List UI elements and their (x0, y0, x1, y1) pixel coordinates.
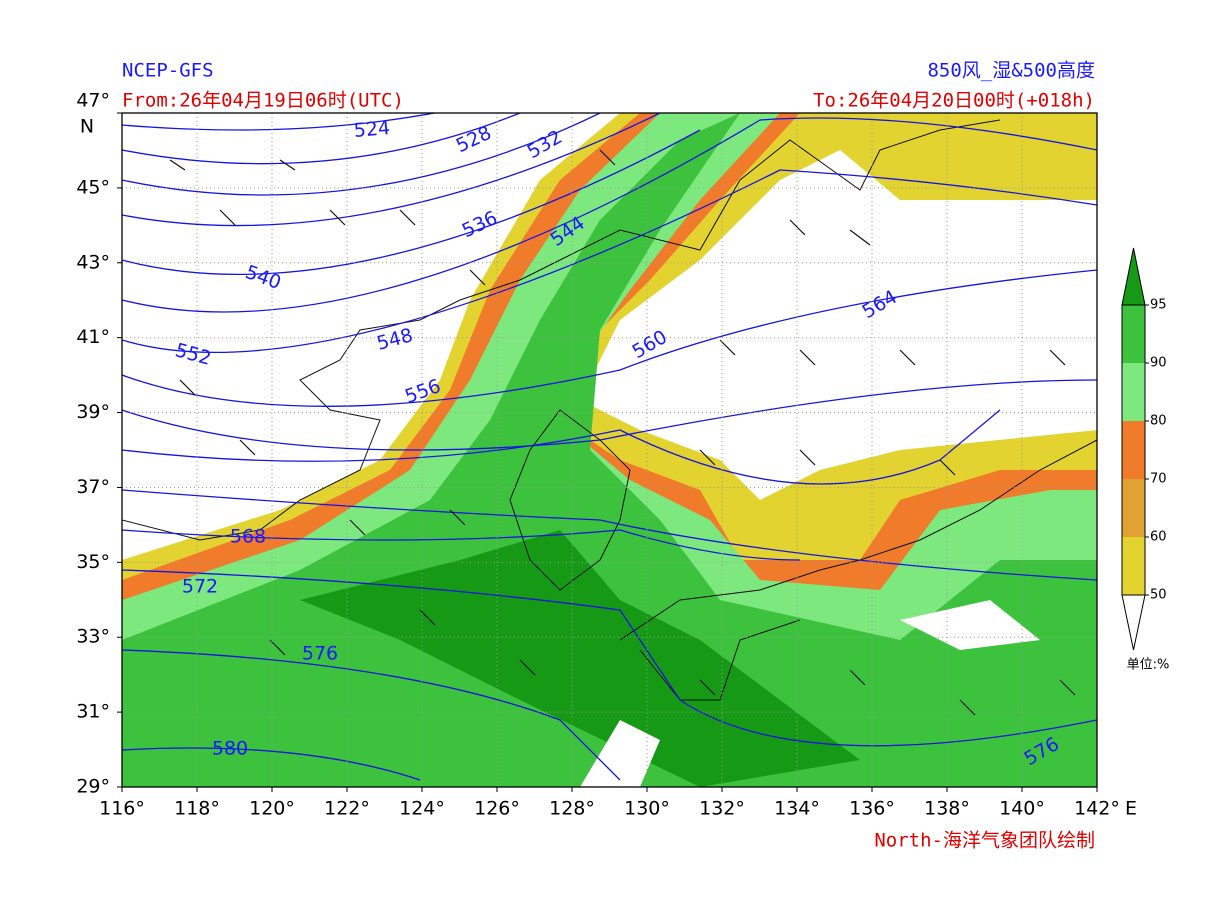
lon-unit: E (1125, 798, 1137, 820)
map-frame (121, 112, 1098, 788)
lon-tick-label: 130° (624, 798, 670, 820)
contour-label-group: 564 (859, 286, 901, 323)
source: NCEP-GFS (122, 60, 214, 82)
contour-label: 540 (242, 261, 284, 294)
to-time: To:26年04月20日00时(+018h) (813, 90, 1095, 112)
contour-label-group: 552 (173, 339, 214, 370)
humidity-95 (300, 530, 860, 787)
wind-barbs (169, 149, 1076, 716)
contour-label-group: 572 (182, 576, 218, 598)
lat-tick-label: 37° (76, 476, 110, 498)
colorbar-segment (1122, 421, 1145, 479)
lon-tick-label: 142° (1074, 798, 1120, 820)
contour-label: 568 (230, 526, 266, 548)
coastline (509, 409, 631, 591)
colorbar-segment (1122, 363, 1145, 421)
colorbar-segment (1122, 537, 1145, 595)
coastline (122, 119, 1001, 541)
lat-unit: N (80, 116, 94, 138)
lon-tick-label: 140° (999, 798, 1045, 820)
contour-label: 564 (859, 286, 901, 323)
from-time: From:26年04月19日06时(UTC) (122, 90, 404, 112)
lon-tick-label: 136° (849, 798, 895, 820)
contour-label: 552 (173, 339, 214, 370)
lon-tick-label: 126° (474, 798, 520, 820)
lat-tick-label: 45° (76, 176, 110, 198)
product: 850风_湿&500高度 (927, 60, 1095, 82)
contour-label-group: 540 (242, 261, 284, 294)
contour-label: 528 (453, 122, 495, 157)
colorbar-unit: 单位:% (1127, 658, 1170, 673)
lat-tick-label: 35° (76, 551, 110, 573)
colorbar-segment (1122, 305, 1145, 363)
contours (122, 113, 1097, 781)
lon-tick-label: 120° (249, 798, 295, 820)
colorbar-under (1121, 594, 1146, 651)
colorbar-frame (1121, 304, 1146, 596)
colorbar-label: 70 (1150, 472, 1167, 487)
dry-area (580, 600, 1040, 787)
contour-label-group: 528 (453, 122, 495, 157)
contour-label-group: 576 (302, 643, 338, 665)
lon-tick-label: 124° (399, 798, 445, 820)
lon-tick-label: 128° (549, 798, 595, 820)
lon-tick-label: 138° (924, 798, 970, 820)
contour-label-group: 568 (230, 526, 266, 548)
lon-tick-label: 118° (174, 798, 220, 820)
colorbar-label: 60 (1150, 530, 1167, 545)
lon-tick-label: 134° (774, 798, 820, 820)
lat-tick-label: 39° (76, 401, 110, 423)
lat-tick-label: 31° (76, 701, 110, 723)
lat-tick-label: 43° (76, 251, 110, 273)
contour-label: 560 (629, 326, 671, 363)
lat-tick-label: 29° (76, 776, 110, 798)
lon-tick-label: 122° (324, 798, 370, 820)
contour-label-group: 524 (353, 117, 391, 142)
colorbar-segment (1122, 479, 1145, 537)
contour-label: 536 (459, 207, 501, 242)
colorbar-label: 50 (1150, 588, 1167, 603)
colorbar-label: 95 (1150, 298, 1167, 313)
colorbar-label: 90 (1150, 356, 1167, 371)
contour-label-group: 580 (212, 738, 248, 760)
lat-tick-label: 47° (76, 90, 110, 112)
contour-label: 572 (182, 576, 218, 598)
contour-label-group: 536 (459, 207, 501, 242)
lat-tick-label: 33° (76, 626, 110, 648)
lat-tick-label: 41° (76, 326, 110, 348)
lon-tick-label: 132° (699, 798, 745, 820)
map-area: 524 528 5325365405445485525565605645685725… (122, 113, 1097, 787)
colorbar-label: 80 (1150, 414, 1167, 429)
lon-tick-label: 116° (99, 798, 145, 820)
credit: North-海洋气象团队绘制 (874, 830, 1095, 852)
colorbar-over (1121, 247, 1146, 306)
contour-label: 524 (353, 117, 391, 142)
contour-label: 576 (302, 643, 338, 665)
contour-label: 580 (212, 738, 248, 760)
